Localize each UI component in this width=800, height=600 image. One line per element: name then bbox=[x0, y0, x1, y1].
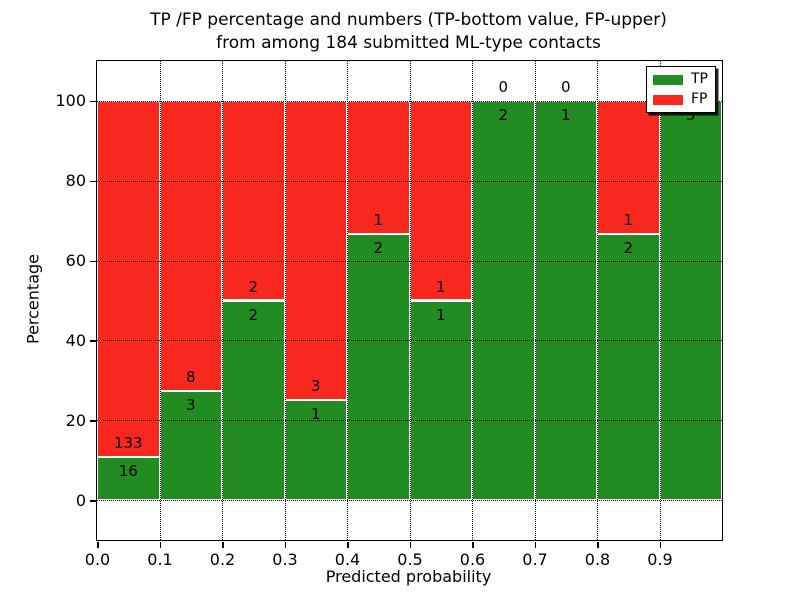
v-gridline bbox=[409, 61, 411, 540]
bar-tp-segment bbox=[534, 100, 597, 501]
fp-count-label: 0 bbox=[560, 77, 571, 96]
tp-count-label: 16 bbox=[118, 462, 138, 481]
y-tickmark bbox=[90, 260, 96, 263]
x-tick-label: 0.6 bbox=[459, 550, 486, 569]
bar-fp-segment bbox=[159, 100, 222, 392]
x-tickmark bbox=[472, 542, 474, 548]
x-tick-label: 0.1 bbox=[147, 550, 173, 569]
x-tick-label: 0.5 bbox=[397, 550, 423, 569]
y-tick-label: 20 bbox=[65, 410, 86, 430]
tp-count-label: 1 bbox=[435, 305, 446, 324]
legend-label-fp: FP bbox=[691, 91, 708, 107]
y-tick-label: 60 bbox=[65, 251, 86, 271]
fp-count-label: 1 bbox=[373, 210, 384, 229]
bar-tp-segment bbox=[472, 100, 535, 501]
x-tickmark bbox=[159, 542, 161, 548]
bar-fp-segment bbox=[222, 100, 285, 301]
v-gridline bbox=[534, 61, 536, 540]
x-tickmark bbox=[534, 542, 536, 548]
v-gridline bbox=[472, 61, 473, 540]
legend-item-tp: TP bbox=[653, 72, 708, 87]
bar-tp-segment bbox=[659, 100, 722, 501]
y-tick-label: 40 bbox=[65, 330, 86, 350]
fp-count-label: 2 bbox=[248, 277, 259, 296]
y-tick-label: 80 bbox=[65, 171, 86, 191]
tp-count-label: 2 bbox=[373, 238, 384, 257]
fp-count-label: 8 bbox=[185, 368, 196, 387]
chart-title: TP /FP percentage and numbers (TP-bottom… bbox=[96, 9, 721, 54]
bar-fp-segment bbox=[409, 100, 472, 301]
plot-area: 13316832231121102011205 bbox=[96, 60, 723, 541]
legend-label-tp: TP bbox=[691, 71, 708, 87]
tp-count-label: 1 bbox=[310, 405, 321, 424]
v-gridline bbox=[597, 61, 598, 540]
v-gridline bbox=[347, 61, 348, 540]
bar-tp-segment bbox=[159, 391, 222, 501]
fp-count-label: 1 bbox=[623, 210, 634, 229]
bar-tp-segment bbox=[222, 300, 285, 501]
x-tickmark bbox=[409, 542, 411, 548]
y-tick-label: 0 bbox=[75, 490, 86, 510]
v-gridline bbox=[222, 61, 223, 540]
x-axis-label: Predicted probability bbox=[325, 567, 492, 586]
x-tickmark bbox=[222, 542, 224, 548]
tp-count-label: 2 bbox=[498, 105, 509, 124]
y-tickmark bbox=[90, 180, 96, 183]
bar-tp-segment bbox=[347, 233, 410, 501]
y-tickmark bbox=[90, 100, 96, 103]
tp-swatch bbox=[653, 74, 683, 85]
x-tick-label: 0.3 bbox=[272, 550, 298, 569]
v-gridline bbox=[284, 61, 286, 540]
x-tickmark bbox=[284, 542, 286, 548]
bar-tp-segment bbox=[597, 233, 660, 501]
y-tickmark bbox=[90, 340, 96, 342]
chart-title-line1: TP /FP percentage and numbers (TP-bottom… bbox=[150, 10, 667, 30]
bar-tp-segment bbox=[97, 457, 160, 501]
v-gridline bbox=[159, 61, 161, 540]
tp-count-label: 3 bbox=[185, 396, 196, 415]
x-tickmark bbox=[97, 542, 99, 548]
x-tickmark bbox=[597, 542, 599, 548]
bar-tp-segment bbox=[409, 300, 472, 501]
y-tickmark bbox=[90, 500, 96, 502]
tp-count-label: 1 bbox=[560, 105, 571, 124]
x-tickmark bbox=[347, 542, 349, 548]
chart-title-line2: from among 184 submitted ML-type contact… bbox=[216, 32, 601, 53]
y-tickmark bbox=[90, 420, 96, 422]
x-tick-label: 0.7 bbox=[522, 550, 548, 569]
fp-count-label: 133 bbox=[113, 434, 143, 453]
v-gridline bbox=[659, 61, 661, 540]
bar-fp-segment bbox=[347, 100, 410, 234]
fp-count-label: 3 bbox=[310, 377, 321, 396]
fp-swatch bbox=[653, 94, 683, 105]
tp-count-label: 5 bbox=[685, 105, 696, 124]
fp-count-label: 0 bbox=[498, 77, 509, 96]
tp-count-label: 2 bbox=[623, 238, 634, 257]
bar-fp-segment bbox=[284, 100, 347, 401]
y-tick-label: 100 bbox=[55, 91, 86, 111]
x-tick-label: 0.0 bbox=[84, 550, 111, 569]
x-tick-label: 0.4 bbox=[334, 550, 361, 569]
x-tick-label: 0.8 bbox=[584, 550, 611, 569]
x-tick-label: 0.2 bbox=[209, 550, 236, 569]
bar-fp-segment bbox=[97, 100, 160, 458]
legend-item-fp: FP bbox=[653, 92, 708, 107]
tp-count-label: 2 bbox=[248, 305, 259, 324]
legend: TP FP bbox=[646, 66, 716, 113]
x-tickmark bbox=[659, 542, 661, 548]
x-tick-label: 0.9 bbox=[647, 550, 673, 569]
fp-count-label: 1 bbox=[435, 277, 446, 296]
